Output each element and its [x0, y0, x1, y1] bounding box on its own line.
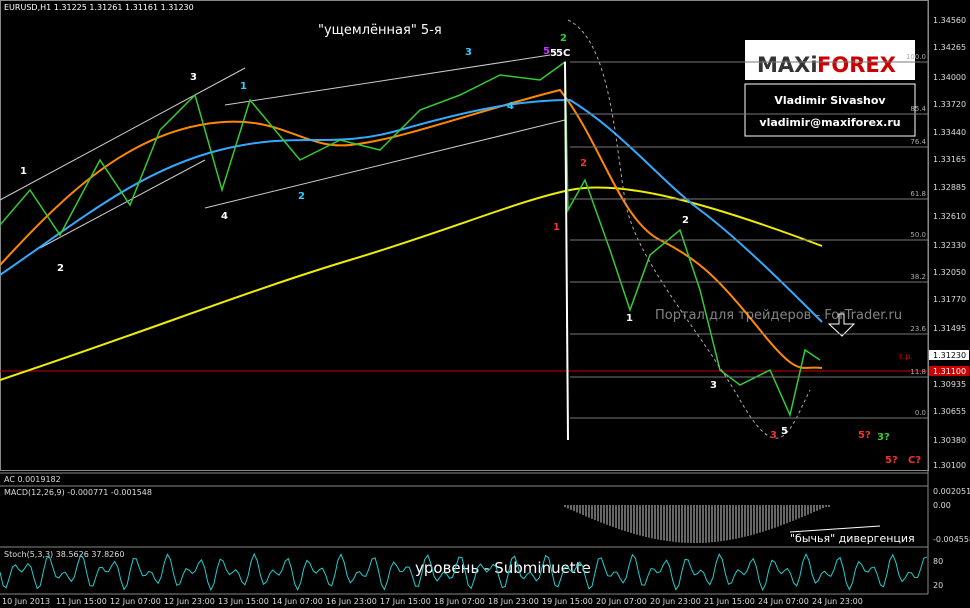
wave-label: 5: [781, 426, 788, 437]
wave-label: 3: [770, 430, 777, 441]
wave-label: 5: [550, 48, 557, 59]
fib-label: 50.0: [910, 231, 926, 239]
wave-label: 5?: [858, 430, 871, 441]
price-label: 1.31495: [933, 324, 966, 333]
current-price: 1.31230: [933, 351, 966, 360]
macd-label: MACD(12,26,9) -0.000771 -0.001548: [4, 488, 152, 497]
logo-right: FOREX: [817, 53, 896, 77]
ac-label: AC 0.0019182: [4, 475, 61, 484]
wave-label: 2: [580, 158, 587, 169]
divergence-line: [789, 525, 881, 533]
price-label: 1.30935: [933, 380, 966, 389]
level-note: уровень - Subminuette: [415, 559, 591, 577]
time-label: 18 Jun 07:00: [434, 597, 485, 606]
current-price-box: [929, 350, 969, 360]
author-email: vladimir@maxiforex.ru: [759, 116, 900, 129]
fib-label: 11.8: [910, 368, 926, 376]
fib-label: 61.8: [910, 190, 926, 198]
drawings: [0, 19, 928, 441]
wave-label: C?: [908, 455, 921, 466]
price-label: 1.33165: [933, 155, 966, 164]
time-label: 12 Jun 07:00: [110, 597, 161, 606]
macd-axis-label: -0.004558: [933, 535, 970, 544]
symbol-info: EURUSD,H1 1.31225 1.31261 1.31161 1.3123…: [4, 3, 194, 12]
wave-label: C: [563, 48, 570, 59]
time-label: 13 Jun 15:00: [218, 597, 269, 606]
price-label: 1.33440: [933, 128, 966, 137]
time-label: 14 Jun 07:00: [272, 597, 323, 606]
wave-label: 2: [298, 191, 305, 202]
wave-label: 5: [556, 48, 563, 59]
macd-axis-label: 0.002051: [933, 487, 970, 496]
level-price: 1.31100: [933, 367, 966, 376]
time-label: 11 Jun 15:00: [56, 597, 107, 606]
wave-label: 1: [240, 81, 247, 92]
price-label: 1.34560: [933, 16, 966, 25]
price-label: 1.32330: [933, 241, 966, 250]
wave-label: 3: [465, 47, 472, 58]
time-label: 16 Jun 23:00: [326, 597, 377, 606]
time-label: 20 Jun 23:00: [650, 597, 701, 606]
time-label: 24 Jun 23:00: [812, 597, 863, 606]
logo: MAXi FOREX Vladimir Sivashov vladimir@ma…: [744, 40, 916, 137]
tp-label: т.р.: [898, 352, 913, 361]
stoch-axis-label: 80: [933, 557, 943, 566]
stoch-line: [0, 552, 928, 592]
divergence-note: "бычья" дивергенция: [790, 532, 915, 545]
wave-label: 2: [560, 33, 567, 44]
time-label: 24 Jun 07:00: [758, 597, 809, 606]
author-name: Vladimir Sivashov: [774, 94, 886, 107]
fib-label: 23.6: [910, 325, 926, 333]
wave-label: 1: [553, 222, 560, 233]
fib-label: 0.0: [915, 409, 926, 417]
wave-label: 3?: [877, 432, 890, 443]
level-price-box: [929, 366, 969, 376]
fib-label: 85.4: [910, 105, 926, 113]
price-label: 1.30100: [933, 461, 966, 470]
time-label: 10 Jun 2013: [2, 597, 50, 606]
price-label: 1.30655: [933, 407, 966, 416]
wave-label: 1: [20, 166, 27, 177]
wave-label: 5: [543, 46, 550, 57]
watermark: Портал для трейдеров - ForTrader.ru: [655, 308, 902, 323]
time-label: 21 Jun 15:00: [704, 597, 755, 606]
macd-axis-label: 0.00: [933, 501, 951, 510]
fib-label: 100.0: [906, 53, 926, 61]
time-label: 17 Jun 15:00: [380, 597, 431, 606]
price-label: 1.32885: [933, 183, 966, 192]
wave-label: 3: [710, 380, 717, 391]
wave-label: 1: [626, 313, 633, 324]
time-label: 18 Jun 23:00: [488, 597, 539, 606]
time-label: 20 Jun 07:00: [596, 597, 647, 606]
fib-label: 38.2: [910, 273, 926, 281]
wave-label: 4: [221, 211, 228, 222]
price-label: 1.34000: [933, 73, 966, 82]
stoch-label: Stoch(5,3,3) 38.5626 37.8260: [4, 550, 124, 559]
time-label: 19 Jun 15:00: [542, 597, 593, 606]
fib-label: 76.4: [910, 138, 926, 146]
price-label: 1.32610: [933, 212, 966, 221]
frames: [0, 0, 929, 595]
price-label: 1.32050: [933, 268, 966, 277]
price-label: 1.33720: [933, 100, 966, 109]
wave-label: 4: [507, 101, 514, 112]
wave-label: 2: [57, 263, 64, 274]
price-label: 1.31770: [933, 295, 966, 304]
wave-label: 2: [682, 215, 689, 226]
wave-label: 3: [190, 72, 197, 83]
time-label: 12 Jun 23:00: [164, 597, 215, 606]
price-label: 1.30380: [933, 436, 966, 445]
logo-left: MAXi: [757, 53, 818, 77]
price-label: 1.34265: [933, 43, 966, 52]
wave-label: 5?: [885, 455, 898, 466]
title-annotation: "ущемлённая" 5-я: [318, 23, 442, 38]
stoch-axis-label: 20: [933, 581, 943, 590]
